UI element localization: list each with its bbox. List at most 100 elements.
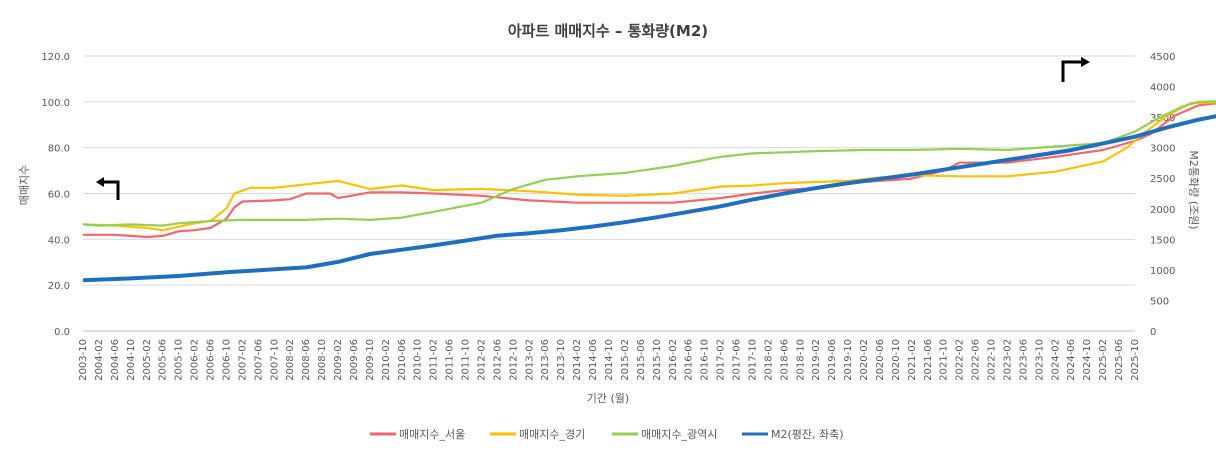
series-line-3	[82, 100, 1216, 227]
x-tick-label: 2010-02	[381, 339, 392, 381]
x-tick-label: 2022-06	[971, 339, 982, 381]
x-tick-label: 2018-02	[763, 339, 774, 381]
series-line-4	[82, 114, 1216, 283]
x-tick-label: 2019-06	[827, 339, 838, 381]
x-tick-label: 2013-10	[556, 339, 567, 381]
x-tick-label: 2014-10	[604, 339, 615, 381]
legend-item: 매매지수_경기	[490, 428, 585, 441]
x-tick-label: 2012-10	[508, 339, 519, 381]
x-tick-label: 2007-06	[253, 339, 264, 381]
series-line-2	[82, 101, 1216, 232]
left-axis-ticks: 0.0 20.0 40.0 60.0 80.0 100.0 120.0	[41, 52, 70, 338]
right-tick-label: 4500	[1150, 52, 1175, 63]
right-tick-label: 0	[1150, 327, 1156, 338]
right-tick-label: 1000	[1150, 266, 1175, 277]
x-tick-label: 2018-06	[779, 339, 790, 381]
x-axis-title: 기간 (월)	[587, 392, 629, 405]
x-tick-label: 2022-10	[987, 339, 998, 381]
x-tick-label: 2012-06	[492, 339, 503, 381]
left-tick-label: 80.0	[48, 144, 70, 155]
x-tick-label: 2009-06	[349, 339, 360, 381]
chart-title: 아파트 매매지수 – 통화량(M2)	[508, 22, 708, 40]
right-axis-title: M2통화량 (조원)	[1187, 150, 1200, 229]
x-tick-label: 2006-10	[221, 339, 232, 381]
x-tick-label: 2023-10	[1034, 339, 1045, 381]
x-tick-label: 2016-10	[700, 339, 711, 381]
x-tick-label: 2022-02	[955, 339, 966, 381]
legend: 매매지수_서울 매매지수_경기 매매지수_광역시 M2(평잔, 좌축)	[370, 428, 844, 441]
x-tick-label: 2020-10	[891, 339, 902, 381]
left-tick-label: 0.0	[54, 327, 70, 338]
left-tick-label: 120.0	[41, 52, 70, 63]
right-tick-label: 3000	[1150, 144, 1175, 155]
x-tick-label: 2015-02	[620, 339, 631, 381]
left-tick-label: 20.0	[48, 281, 70, 292]
x-tick-label: 2020-06	[875, 339, 886, 381]
x-tick-label: 2007-10	[269, 339, 280, 381]
legend-label: 매매지수_경기	[519, 428, 585, 441]
x-tick-label: 2005-10	[174, 339, 185, 381]
x-tick-label: 2006-02	[190, 339, 201, 381]
x-tick-label: 2018-10	[795, 339, 806, 381]
right-tick-label: 2500	[1150, 174, 1175, 185]
legend-item: 매매지수_서울	[370, 428, 465, 441]
x-tick-label: 2004-10	[126, 339, 137, 381]
x-tick-label: 2004-02	[94, 339, 105, 381]
x-tick-label: 2013-06	[540, 339, 551, 381]
x-tick-label: 2024-10	[1082, 339, 1093, 381]
x-tick-label: 2021-10	[939, 339, 950, 381]
x-tick-label: 2009-10	[365, 339, 376, 381]
right-tick-label: 500	[1150, 296, 1169, 307]
x-tick-label: 2015-06	[636, 339, 647, 381]
x-tick-label: 2008-10	[317, 339, 328, 381]
x-tick-label: 2024-02	[1050, 339, 1061, 381]
x-axis-ticks: 2003-10 2004-02 2004-06 2004-10 2005-02 2005-…	[78, 330, 1141, 381]
x-tick-label: 2011-02	[429, 339, 440, 381]
x-tick-label: 2014-02	[572, 339, 583, 381]
legend-label: M2(평잔, 좌축)	[771, 428, 844, 441]
x-tick-label: 2020-02	[859, 339, 870, 381]
x-tick-label: 2010-10	[413, 339, 424, 381]
right-tick-label: 1500	[1150, 235, 1175, 246]
x-tick-label: 2017-06	[732, 339, 743, 381]
x-tick-label: 2008-06	[301, 339, 312, 381]
series-line-1	[83, 102, 1216, 239]
x-tick-label: 2003-10	[78, 339, 89, 381]
x-tick-label: 2019-02	[811, 339, 822, 381]
x-tick-label: 2007-02	[237, 339, 248, 381]
x-tick-label: 2014-06	[588, 339, 599, 381]
x-tick-label: 2025-02	[1098, 339, 1109, 381]
left-tick-label: 100.0	[41, 98, 70, 109]
series-lines	[82, 100, 1216, 283]
x-tick-label: 2025-10	[1130, 339, 1141, 381]
grid-lines	[83, 55, 1135, 332]
left-tick-label: 60.0	[48, 190, 70, 201]
left-axis-arrow-icon	[96, 177, 120, 200]
x-tick-label: 2024-06	[1066, 339, 1077, 381]
legend-label: 매매지수_광역시	[641, 428, 717, 441]
x-tick-label: 2016-06	[684, 339, 695, 381]
x-tick-label: 2013-02	[524, 339, 535, 381]
left-tick-label: 40.0	[48, 235, 70, 246]
x-tick-label: 2012-02	[476, 339, 487, 381]
legend-item: M2(평잔, 좌축)	[742, 428, 844, 441]
right-tick-label: 4000	[1150, 83, 1175, 94]
x-tick-label: 2008-02	[285, 339, 296, 381]
x-tick-label: 2005-02	[142, 339, 153, 381]
x-tick-label: 2009-02	[333, 339, 344, 381]
x-tick-label: 2010-06	[397, 339, 408, 381]
x-tick-label: 2015-10	[652, 339, 663, 381]
right-tick-label: 2000	[1150, 205, 1175, 216]
x-tick-label: 2011-06	[445, 339, 456, 381]
right-axis-arrow-icon	[1061, 57, 1090, 82]
legend-item: 매매지수_광역시	[612, 428, 717, 441]
x-tick-label: 2005-06	[158, 339, 169, 381]
left-axis-title: 매매지수	[18, 165, 31, 205]
x-tick-label: 2021-06	[923, 339, 934, 381]
x-tick-label: 2021-02	[907, 339, 918, 381]
x-tick-label: 2004-06	[110, 339, 121, 381]
x-tick-label: 2006-06	[206, 339, 217, 381]
x-tick-label: 2017-10	[747, 339, 758, 381]
